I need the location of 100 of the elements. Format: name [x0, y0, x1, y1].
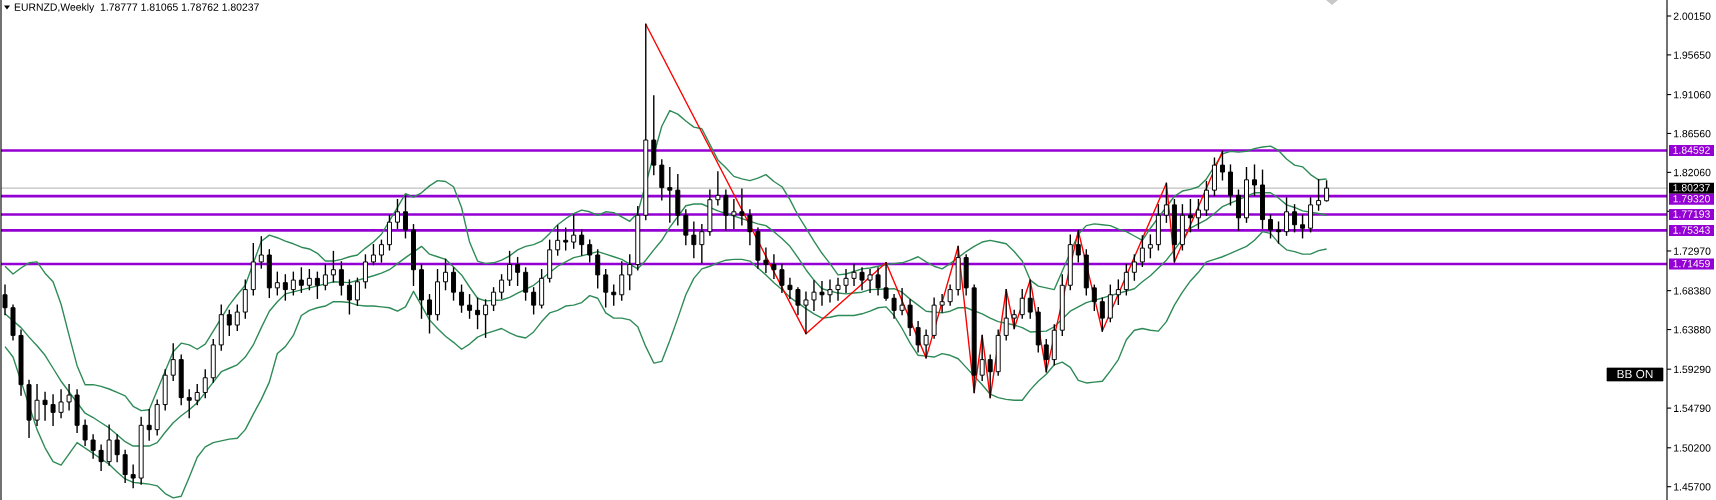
y-tick-label: 1.45700	[1674, 483, 1711, 491]
candlestick	[739, 188, 745, 226]
y-tick-label: 1.86560	[1674, 129, 1711, 138]
candlestick	[603, 269, 609, 308]
candlestick	[1115, 279, 1121, 305]
candlestick	[402, 195, 408, 239]
candlestick	[1091, 284, 1097, 312]
candlestick	[467, 294, 473, 319]
annotation: BB ON	[1617, 369, 1653, 379]
candlestick	[114, 434, 120, 463]
candlestick	[587, 239, 593, 263]
candlestick	[947, 284, 953, 306]
candlestick	[98, 444, 104, 471]
candlestick	[50, 394, 56, 427]
candlestick	[42, 391, 48, 421]
candlestick	[1011, 309, 1017, 330]
candlestick	[170, 343, 176, 382]
candlestick	[1027, 279, 1033, 319]
candlestick	[795, 287, 801, 316]
candlestick	[779, 263, 785, 293]
candlestick	[1123, 263, 1129, 296]
candlestick	[1075, 230, 1081, 263]
candlestick	[346, 279, 352, 315]
candlestick	[811, 280, 817, 312]
candlestick	[186, 389, 192, 419]
candlestick	[827, 279, 833, 303]
candlestick	[531, 287, 537, 315]
candlestick	[491, 287, 497, 312]
ref-line-label: 1.84592	[1673, 146, 1710, 154]
candlestick	[859, 267, 865, 291]
candlestick	[314, 271, 320, 299]
candlestick	[226, 309, 232, 337]
candlestick	[1131, 254, 1137, 281]
candlestick	[146, 409, 152, 441]
candlestick	[699, 224, 705, 264]
candlestick	[306, 269, 312, 291]
candlestick	[362, 254, 368, 289]
candlestick	[1284, 197, 1290, 236]
candlestick	[691, 221, 697, 259]
candlestick	[1163, 182, 1169, 223]
line-series	[4, 192, 1328, 447]
ref-line-label: 1.79320	[1673, 195, 1710, 203]
candlestick	[515, 256, 521, 286]
candlestick	[1276, 221, 1282, 244]
candlestick	[923, 329, 929, 359]
candlestick	[627, 254, 633, 291]
candlestick	[803, 291, 809, 335]
candlestick	[1235, 189, 1241, 231]
candlestick	[370, 243, 376, 266]
candlestick	[274, 271, 280, 296]
candlestick	[563, 227, 569, 251]
ref-line-label: 1.75343	[1673, 226, 1710, 234]
candlestick	[819, 281, 825, 306]
candlestick	[851, 263, 857, 286]
candlestick	[787, 277, 793, 299]
candlestick	[1003, 288, 1009, 341]
candlestick	[1147, 234, 1153, 259]
candlestick	[1316, 179, 1322, 211]
candlestick	[330, 250, 336, 283]
candlestick	[835, 277, 841, 301]
candlestick	[130, 464, 136, 489]
candlestick	[82, 419, 88, 446]
candlestick	[987, 354, 993, 399]
candlestick	[1219, 150, 1225, 181]
candlestick	[106, 424, 112, 466]
candlestick	[298, 267, 304, 293]
candlestick	[619, 261, 625, 301]
candlestick	[1195, 198, 1201, 229]
ref-line-label: 1.71459	[1673, 259, 1710, 268]
candlestick	[883, 262, 889, 301]
candlestick	[891, 294, 897, 319]
candlestick	[683, 209, 689, 246]
y-tick-label: 1.82060	[1674, 168, 1711, 177]
candlestick	[34, 383, 40, 427]
candlestick	[90, 434, 96, 459]
candlestick	[427, 294, 433, 334]
candlestick	[378, 239, 384, 263]
candlestick	[451, 267, 457, 301]
candlestick	[1300, 214, 1306, 239]
candlestick	[290, 271, 296, 296]
candlestick	[258, 236, 264, 269]
candlestick	[354, 277, 360, 306]
candlestick	[899, 288, 905, 316]
candlestick	[483, 299, 489, 338]
candlestick	[475, 297, 481, 330]
y-tick-label: 1.91060	[1674, 91, 1711, 99]
ref-line-label: 1.77193	[1673, 210, 1710, 218]
candlestick	[58, 389, 64, 419]
candlestick	[523, 267, 529, 301]
candlestick	[338, 261, 344, 296]
y-tick-label: 1.95650	[1674, 51, 1711, 59]
candlestick	[907, 299, 913, 337]
candlestick	[194, 383, 200, 406]
candlestick	[234, 304, 240, 331]
candlestick	[443, 258, 449, 291]
y-tick-label: 1.68380	[1674, 287, 1711, 295]
line-series	[4, 230, 1328, 499]
candlestick	[731, 198, 737, 229]
candlestick	[771, 254, 777, 280]
candlestick	[1139, 235, 1145, 267]
